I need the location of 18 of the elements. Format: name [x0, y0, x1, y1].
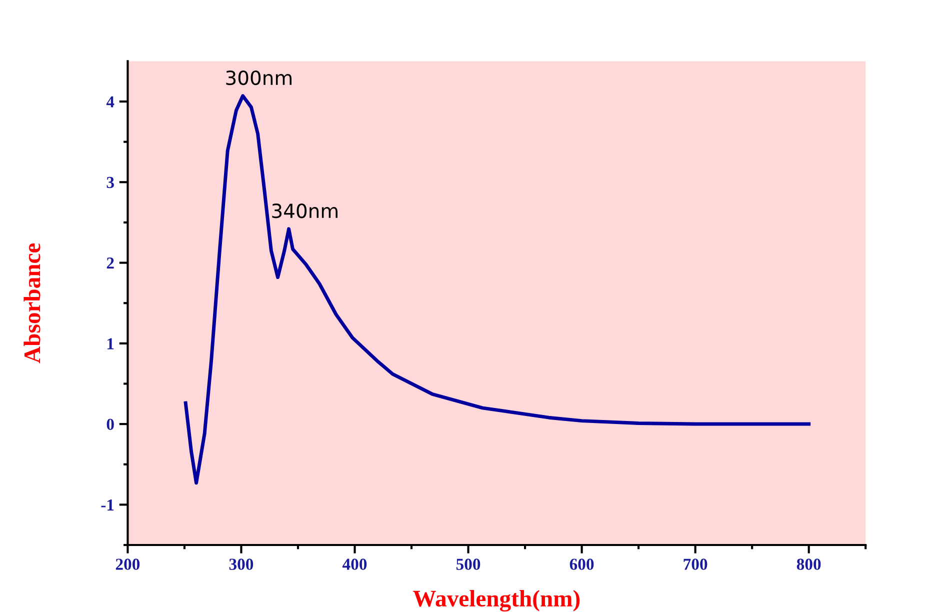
- x-tick-label: 300: [229, 558, 254, 570]
- line-series: [184, 94, 811, 485]
- x-tick-label: 500: [456, 558, 480, 570]
- annotation: 340nm: [272, 203, 338, 218]
- x-tick-label: 800: [796, 558, 821, 570]
- annotation: 300nm: [226, 70, 292, 86]
- x-tick-label: 200: [116, 558, 140, 570]
- x-tick-label: 600: [570, 558, 594, 570]
- y-tick-label: 4: [106, 96, 114, 108]
- y-tick-label: 1: [108, 338, 114, 350]
- y-axis-title: Absorbance: [24, 243, 40, 364]
- y-tick-label: 0: [106, 418, 114, 430]
- x-tick-label: 700: [684, 558, 708, 570]
- y-tick-label: -1: [101, 499, 114, 510]
- x-tick-label: 400: [342, 558, 367, 570]
- y-tick-label: 2: [106, 258, 114, 269]
- y-tick-label: 3: [106, 176, 114, 188]
- x-axis-title: Wavelength(nm): [413, 590, 580, 612]
